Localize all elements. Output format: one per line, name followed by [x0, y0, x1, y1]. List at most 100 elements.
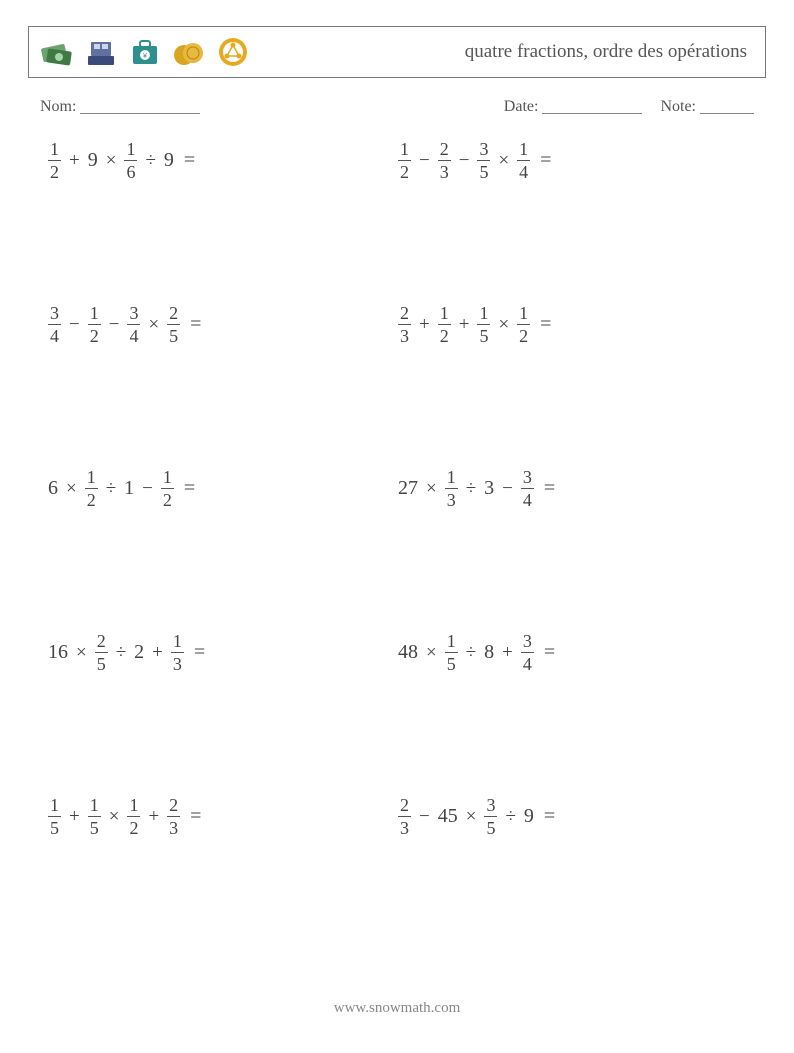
fraction-numerator: 2 — [95, 632, 108, 652]
equals-sign: = — [190, 313, 201, 336]
fraction: 34 — [127, 304, 140, 345]
fraction-numerator: 1 — [127, 796, 140, 816]
fraction-denominator: 5 — [445, 652, 458, 673]
name-blank[interactable] — [80, 99, 200, 114]
name-field: Nom: — [40, 96, 504, 116]
problem-cell: 27×13÷3−34= — [398, 462, 748, 509]
fraction: 12 — [398, 140, 411, 181]
equals-sign: = — [540, 313, 551, 336]
fraction-denominator: 2 — [127, 816, 140, 837]
operator: × — [107, 806, 122, 828]
operator: × — [424, 478, 439, 500]
register-icon — [83, 34, 119, 70]
fraction-denominator: 5 — [88, 816, 101, 837]
problem-row: 16×25÷2+13=48×15÷8+34= — [48, 626, 748, 790]
svg-text:¥: ¥ — [143, 53, 147, 60]
problem-cell: 23−45×35÷9= — [398, 790, 748, 837]
note-label: Note: — [660, 98, 696, 115]
page: ¥ quatre fra — [0, 0, 794, 1053]
fraction-numerator: 1 — [517, 140, 530, 160]
expression: 23−45×35÷9= — [398, 796, 555, 837]
fraction-numerator: 2 — [167, 304, 180, 324]
expression: 16×25÷2+13= — [48, 632, 205, 673]
fraction: 12 — [161, 468, 174, 509]
fraction: 15 — [477, 304, 490, 345]
operator: − — [140, 478, 155, 500]
fraction-denominator: 5 — [484, 816, 497, 837]
problem-row: 15+15×12+23=23−45×35÷9= — [48, 790, 748, 954]
fraction: 12 — [438, 304, 451, 345]
whole-number: 3 — [484, 477, 494, 500]
operator: − — [107, 314, 122, 336]
fraction-denominator: 4 — [48, 324, 61, 345]
date-blank[interactable] — [542, 99, 642, 114]
footer-url: www.snowmath.com — [0, 1000, 794, 1017]
fraction-numerator: 2 — [167, 796, 180, 816]
expression: 12+9×16÷9= — [48, 140, 195, 181]
operator: − — [457, 150, 472, 172]
fraction: 16 — [124, 140, 137, 181]
fraction-numerator: 1 — [124, 140, 137, 160]
operator: + — [457, 314, 472, 336]
fraction-numerator: 3 — [48, 304, 61, 324]
date-field: Date: — [504, 96, 643, 116]
problem-cell: 15+15×12+23= — [48, 790, 398, 837]
fraction: 23 — [438, 140, 451, 181]
fraction: 25 — [167, 304, 180, 345]
operator: × — [424, 642, 439, 664]
fraction-denominator: 5 — [167, 324, 180, 345]
fraction-numerator: 2 — [438, 140, 451, 160]
expression: 48×15÷8+34= — [398, 632, 555, 673]
fraction: 35 — [484, 796, 497, 837]
fraction-denominator: 2 — [85, 488, 98, 509]
equals-sign: = — [544, 477, 555, 500]
operator: × — [496, 150, 511, 172]
fraction: 15 — [445, 632, 458, 673]
operator: ÷ — [114, 642, 128, 664]
equals-sign: = — [194, 641, 205, 664]
fraction-denominator: 3 — [438, 160, 451, 181]
fraction: 12 — [517, 304, 530, 345]
note-blank[interactable] — [700, 99, 754, 114]
fraction-denominator: 5 — [477, 324, 490, 345]
fraction: 34 — [521, 468, 534, 509]
fraction-denominator: 2 — [517, 324, 530, 345]
fraction-denominator: 4 — [521, 488, 534, 509]
fraction: 15 — [48, 796, 61, 837]
fraction-numerator: 1 — [171, 632, 184, 652]
fraction: 23 — [398, 796, 411, 837]
fraction-denominator: 2 — [161, 488, 174, 509]
whole-number: 8 — [484, 641, 494, 664]
operator: − — [417, 150, 432, 172]
fraction-denominator: 2 — [398, 160, 411, 181]
fraction-numerator: 3 — [521, 632, 534, 652]
whole-number: 48 — [398, 641, 418, 664]
operator: + — [150, 642, 165, 664]
expression: 6×12÷1−12= — [48, 468, 195, 509]
operator: + — [417, 314, 432, 336]
problem-row: 6×12÷1−12=27×13÷3−34= — [48, 462, 748, 626]
fraction: 34 — [48, 304, 61, 345]
whole-number: 1 — [124, 477, 134, 500]
fraction-numerator: 2 — [398, 304, 411, 324]
date-label: Date: — [504, 98, 539, 115]
whole-number: 16 — [48, 641, 68, 664]
fraction: 23 — [167, 796, 180, 837]
fraction-numerator: 1 — [88, 796, 101, 816]
fraction: 34 — [521, 632, 534, 673]
fraction: 12 — [88, 304, 101, 345]
whole-number: 27 — [398, 477, 418, 500]
fraction-numerator: 1 — [48, 796, 61, 816]
operator: × — [496, 314, 511, 336]
problem-cell: 12−23−35×14= — [398, 134, 748, 181]
fraction-numerator: 1 — [48, 140, 61, 160]
fraction-numerator: 3 — [477, 140, 490, 160]
worksheet-title: quatre fractions, ordre des opérations — [465, 41, 747, 63]
fraction: 12 — [127, 796, 140, 837]
fraction-denominator: 5 — [95, 652, 108, 673]
fraction-denominator: 3 — [398, 816, 411, 837]
fraction-numerator: 3 — [127, 304, 140, 324]
problem-cell: 12+9×16÷9= — [48, 134, 398, 181]
operator: ÷ — [104, 478, 118, 500]
fraction-numerator: 2 — [398, 796, 411, 816]
